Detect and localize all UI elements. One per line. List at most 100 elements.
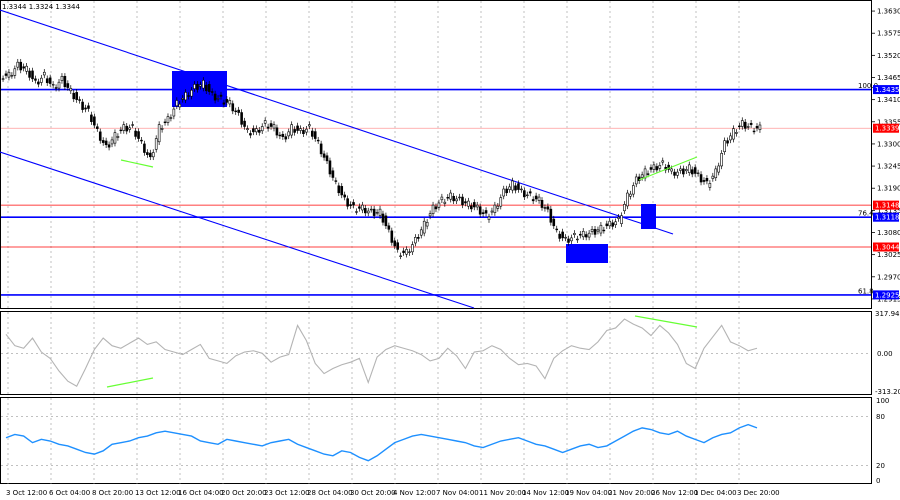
candle-body	[361, 204, 364, 211]
candle-body	[558, 233, 561, 239]
candle-body	[37, 81, 40, 85]
candle-body	[405, 249, 408, 255]
price-label: 1.3410	[877, 96, 900, 104]
candle-body	[682, 168, 685, 175]
candle-body	[561, 231, 564, 239]
candle-body	[705, 177, 709, 182]
candle-body	[578, 233, 582, 236]
candle-body	[302, 129, 305, 135]
candle-body	[234, 110, 238, 113]
candle-body	[87, 105, 90, 109]
candle-body	[169, 117, 173, 119]
candle-body	[634, 176, 638, 185]
candle-body	[48, 77, 52, 84]
candle-body	[384, 215, 388, 227]
candle-body	[101, 140, 105, 143]
candle-body	[752, 130, 756, 133]
candle-body	[202, 80, 205, 89]
candle-body	[349, 204, 352, 206]
candle-body	[637, 176, 641, 182]
candle-body	[611, 222, 614, 227]
candle-body	[470, 205, 473, 210]
candle-body	[605, 223, 609, 227]
candle-body	[355, 211, 358, 213]
candle-body	[711, 175, 715, 179]
candle-body	[322, 153, 326, 158]
candle-body	[626, 192, 629, 207]
highlight-box	[566, 244, 608, 263]
candle-body	[272, 124, 276, 129]
candle-body	[284, 136, 288, 140]
candle-body	[387, 225, 391, 230]
candle-body	[740, 120, 744, 127]
price-label: 1.3135	[877, 207, 900, 215]
divergence-lines	[106, 156, 698, 388]
candle-body	[402, 250, 405, 253]
candle-body	[499, 197, 503, 207]
candle-body	[104, 140, 108, 146]
price-label: 1.3355	[877, 118, 900, 126]
candle-body	[408, 251, 411, 253]
candle-body	[25, 65, 28, 72]
level-tag-label: 1.3148	[875, 202, 900, 210]
indicator-axes: 317.9471 0.00 -313.204100 80 20 0	[875, 310, 900, 485]
candle-body	[66, 83, 70, 88]
candle-body	[743, 121, 747, 129]
fib-label: 100.0	[858, 82, 878, 90]
candle-body	[42, 71, 46, 76]
candle-body	[213, 93, 217, 101]
trend-channel	[0, 9, 674, 309]
candle-body	[543, 207, 547, 209]
candle-body	[40, 77, 43, 83]
candle-body	[735, 132, 738, 134]
candle-body	[746, 126, 750, 128]
candle-body	[154, 138, 158, 150]
candle-body	[570, 237, 573, 242]
candle-body	[243, 120, 246, 127]
price-divergence-line	[638, 156, 698, 181]
candle-body	[593, 228, 597, 235]
candle-body	[166, 116, 170, 123]
candle-body	[596, 229, 600, 232]
candle-body	[493, 204, 497, 213]
price-label: 1.2970	[877, 273, 900, 281]
candle-body	[702, 180, 706, 182]
candle-body	[602, 229, 606, 232]
candle-body	[78, 99, 81, 101]
candle-body	[443, 201, 447, 204]
cci-pane-frame	[0, 311, 872, 395]
candle-body	[437, 202, 441, 208]
candle-body	[455, 198, 458, 202]
candle-body	[10, 75, 14, 77]
time-label: 14 Nov 12:00	[522, 489, 569, 497]
candle-body	[140, 139, 143, 142]
candle-body	[478, 206, 482, 215]
candle-body	[107, 144, 111, 148]
price-label: 1.3080	[877, 229, 900, 237]
candle-body	[425, 222, 429, 227]
candle-body	[240, 112, 243, 125]
candle-body	[531, 199, 535, 202]
candle-body	[163, 121, 167, 124]
rsi-line	[5, 423, 758, 462]
candle-body	[266, 126, 270, 129]
candle-body	[98, 131, 102, 141]
candle-body	[549, 208, 553, 223]
cci-min-label: -313.204	[875, 388, 900, 396]
candle-body	[417, 237, 420, 239]
price-label: 1.3575	[877, 30, 900, 38]
candle-body	[1, 78, 5, 80]
candle-body	[125, 125, 129, 132]
candle-body	[228, 100, 232, 105]
candle-body	[119, 129, 123, 132]
candle-body	[187, 95, 190, 97]
time-label: 16 Oct 04:00	[178, 489, 224, 497]
candle-body	[461, 196, 464, 206]
candle-body	[458, 196, 461, 199]
candle-body	[128, 127, 131, 130]
price-label: 1.3025	[877, 251, 900, 259]
candle-body	[685, 169, 688, 172]
candle-body	[720, 153, 723, 167]
rsi-label: 20	[876, 462, 885, 470]
candle-body	[378, 208, 382, 216]
